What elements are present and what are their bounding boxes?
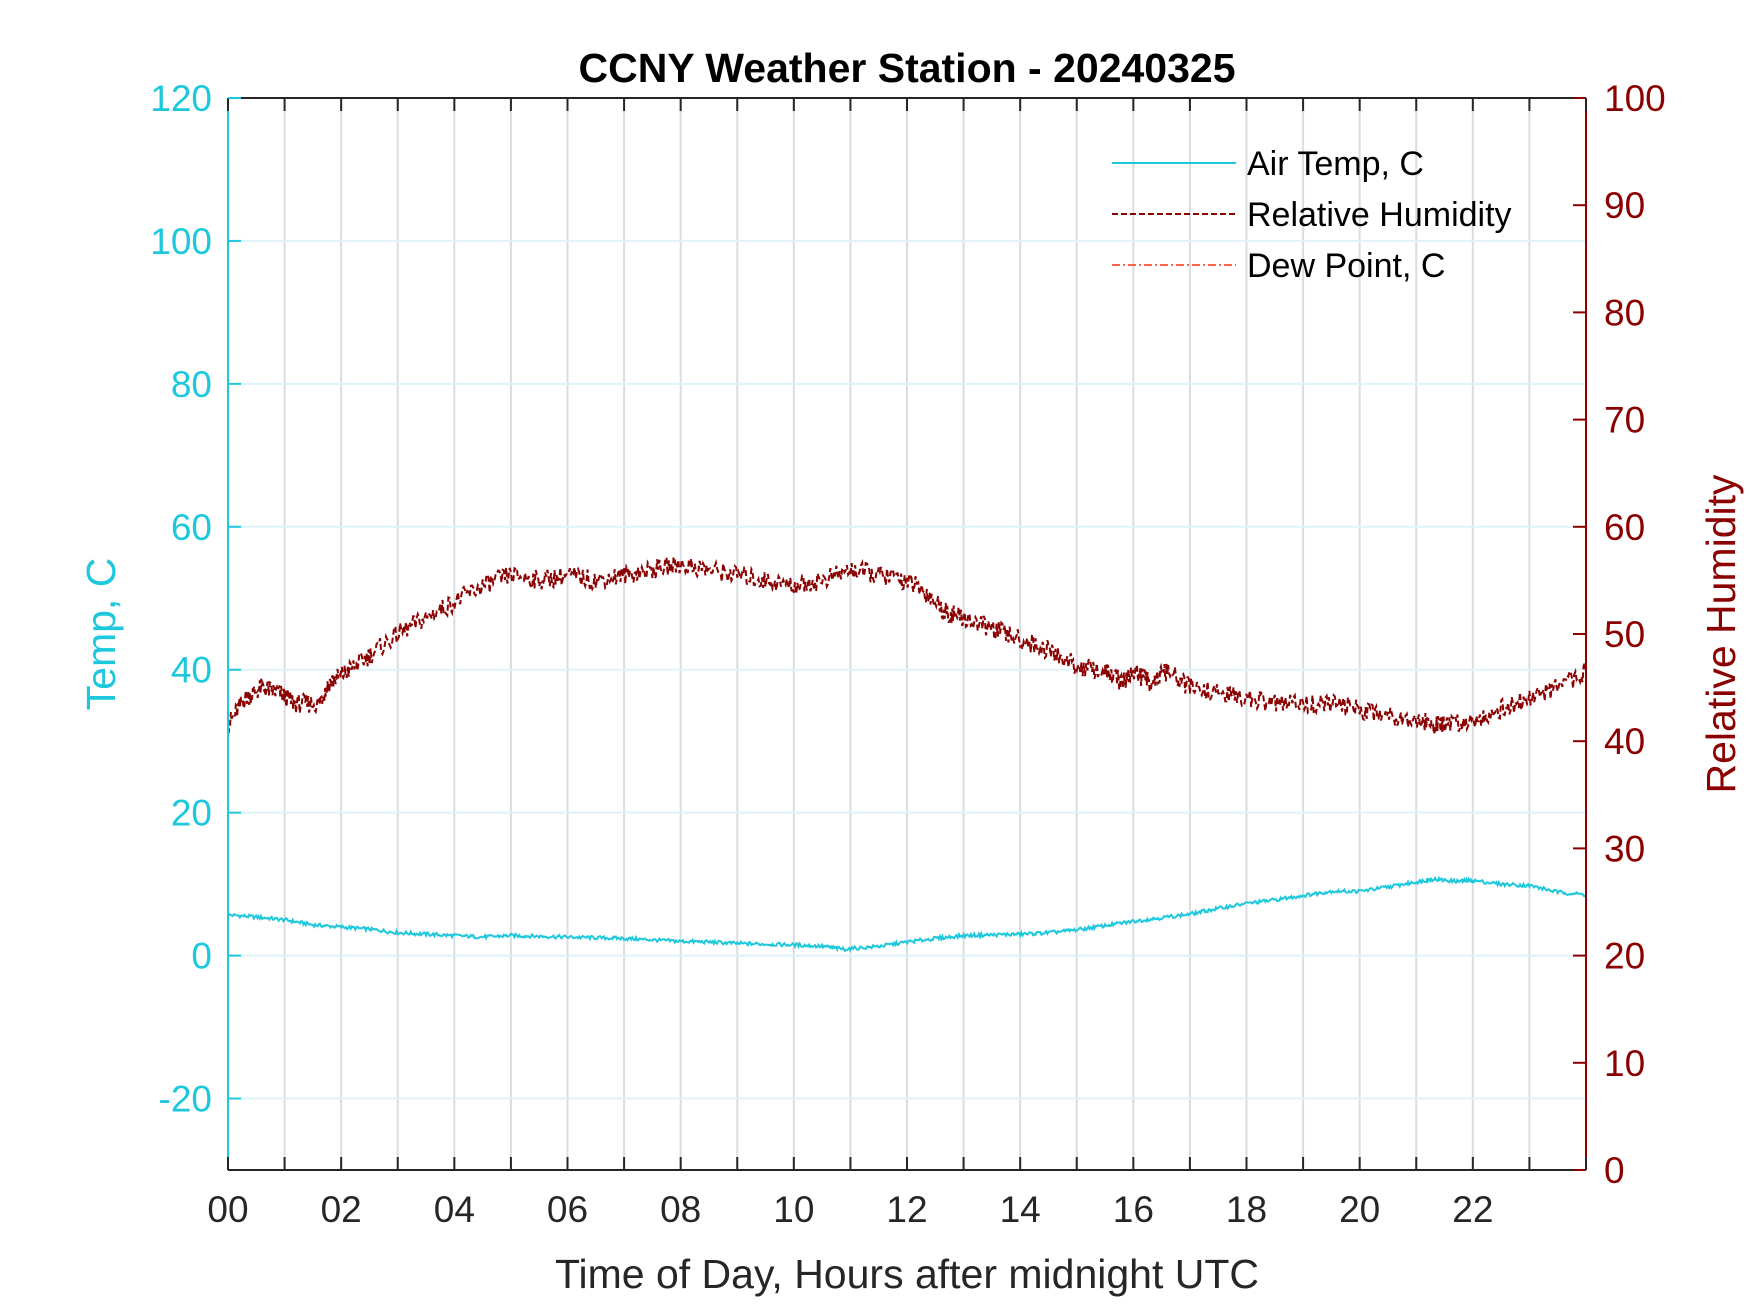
x-tick-label: 12 [886,1189,927,1230]
y-left-axis-label: Temp, C [78,558,124,711]
x-tick-label: 10 [773,1189,814,1230]
y-right-tick-label: 50 [1604,614,1645,655]
y-right-tick-label: 70 [1604,400,1645,441]
y-left-tick-label: 80 [171,364,212,405]
x-tick-label: 04 [434,1189,475,1230]
x-tick-label: 08 [660,1189,701,1230]
y-left-tick-label: 120 [150,78,212,119]
grid [228,98,1586,1170]
series-line-relative-humidity [227,554,1587,735]
y-left-tick-label: 100 [150,221,212,262]
y-right-tick-label: 100 [1604,78,1666,119]
series-layer [227,554,1587,953]
x-tick-label: 06 [547,1189,588,1230]
y-left-tick-label: 40 [171,650,212,691]
x-axis-label: Time of Day, Hours after midnight UTC [555,1251,1259,1297]
axes: 00 02 04 06 08 10 12 14 16 18 20 22-200204060801001… [150,78,1665,1230]
series-line-air-temp [227,875,1587,953]
y-left-tick-label: 0 [191,936,212,977]
x-tick-label: 00 [207,1189,248,1230]
y-right-tick-label: 20 [1604,936,1645,977]
x-tick-label: 20 [1339,1189,1380,1230]
y-left-tick-label: 60 [171,507,212,548]
y-left-tick-label: -20 [159,1079,212,1120]
x-tick-label: 22 [1452,1189,1493,1230]
y-right-tick-label: 30 [1604,828,1645,869]
y-right-tick-label: 60 [1604,507,1645,548]
legend: Air Temp, C Relative Humidity Dew Point, C [1112,145,1512,285]
y-right-tick-label: 40 [1604,721,1645,762]
y-right-tick-label: 80 [1604,292,1645,333]
y-right-tick-label: 10 [1604,1043,1645,1084]
x-tick-label: 02 [321,1189,362,1230]
x-tick-label: 16 [1113,1189,1154,1230]
legend-entry: Relative Humidity [1247,196,1512,234]
legend-entry: Air Temp, C [1247,145,1424,183]
x-tick-label: 14 [1000,1189,1041,1230]
y-right-tick-label: 90 [1604,185,1645,226]
y-left-tick-label: 20 [171,793,212,834]
legend-entry: Dew Point, C [1247,247,1445,285]
chart-title: CCNY Weather Station - 20240325 [578,45,1235,91]
x-tick-label: 18 [1226,1189,1267,1230]
y-right-axis-label: Relative Humidity [1698,474,1744,793]
y-right-tick-label: 0 [1604,1150,1625,1191]
